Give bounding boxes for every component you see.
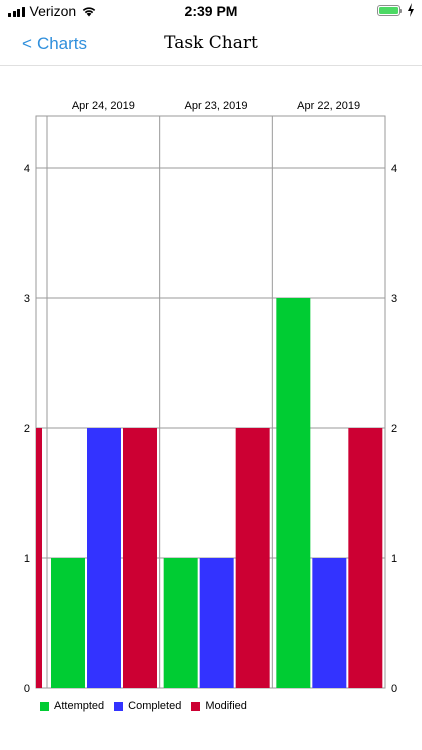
bar-modified-2 <box>235 428 270 688</box>
chevron-left-icon: < <box>22 34 32 53</box>
legend-item-completed: Completed <box>114 700 181 712</box>
legend-swatch <box>114 701 124 711</box>
legend-item-modified: Modified <box>191 700 247 712</box>
y-tick-label-right: 1 <box>391 553 397 565</box>
y-tick-label-right: 0 <box>391 683 397 695</box>
x-tick-label: Apr 23, 2019 <box>185 100 248 112</box>
y-tick-label-left: 1 <box>24 553 30 565</box>
battery-icon <box>377 5 402 16</box>
bar-completed-1 <box>87 428 121 688</box>
bar-completed-3 <box>312 558 347 688</box>
legend-swatch <box>191 701 201 711</box>
legend-swatch <box>40 701 49 711</box>
charging-bolt-icon <box>408 3 414 17</box>
legend-label: Completed <box>128 700 182 712</box>
carrier-group: Verizon <box>8 3 97 19</box>
back-button[interactable]: < Charts <box>22 34 87 54</box>
y-tick-label-left: 2 <box>24 423 30 435</box>
bar-attempted-1 <box>51 558 85 688</box>
legend-label: Modified <box>205 700 247 712</box>
bar-modified-1 <box>123 428 157 688</box>
bar-attempted-3 <box>276 298 311 688</box>
carrier-label: Verizon <box>29 3 77 19</box>
y-tick-label-right: 4 <box>391 163 397 175</box>
x-tick-label: Apr 22, 2019 <box>297 100 360 112</box>
task-chart: 0 0 1 1 2 2 3 3 4 4 Apr 24, 2019 Apr 23, 2019 Apr 22… <box>0 80 422 720</box>
bar-completed-2 <box>199 558 234 688</box>
y-tick-label-left: 4 <box>24 163 30 175</box>
y-tick-label-left: 0 <box>24 683 30 695</box>
chart-svg: 0 0 1 1 2 2 3 3 4 4 Apr 24, 2019 Apr 23, 2019 Apr 22… <box>24 100 397 695</box>
chart-legend: Attempted Completed Modified <box>40 700 247 712</box>
y-tick-label-right: 2 <box>391 423 397 435</box>
bar-attempted-2 <box>163 558 198 688</box>
wifi-icon <box>83 7 96 17</box>
nav-bar: < Charts Task Chart <box>0 22 422 66</box>
legend-label: Attempted <box>54 700 105 712</box>
page-title: Task Chart <box>164 33 258 53</box>
y-tick-label-right: 3 <box>391 293 397 305</box>
bar-partial-left <box>36 428 42 688</box>
y-tick-label-left: 3 <box>24 293 30 305</box>
status-time: 2:39 PM <box>184 3 238 19</box>
back-button-label: Charts <box>36 34 88 53</box>
bar-modified-3 <box>348 428 383 688</box>
status-bar: Verizon 2:39 PM <box>0 0 422 22</box>
signal-icon <box>8 6 25 17</box>
legend-item-attempted: Attempted <box>40 700 104 712</box>
x-tick-label: Apr 24, 2019 <box>72 100 135 112</box>
